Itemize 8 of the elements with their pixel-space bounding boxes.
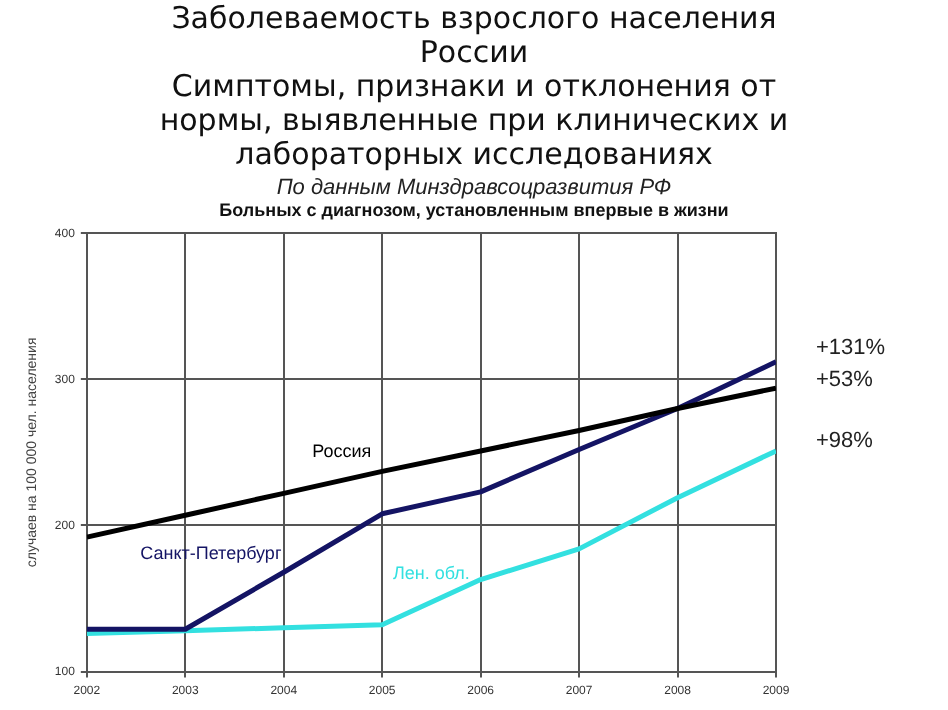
series-label: Лен. обл. (393, 563, 470, 584)
text: +131% (816, 335, 886, 360)
text: +53% (816, 368, 874, 393)
series-label: Россия (312, 441, 372, 462)
text: +98% (816, 429, 874, 453)
chart-title: Заболеваемость взрослого населения России Симптомы, признаки и отклонения от нормы, выявленные при клинических и лабораторных исследованиях (157, 0, 791, 172)
chart-subtitle: По данным Минздравсоцразвития РФ (274, 176, 674, 200)
text: Больных с диагнозом, установленным впервые в жизни (217, 200, 731, 220)
